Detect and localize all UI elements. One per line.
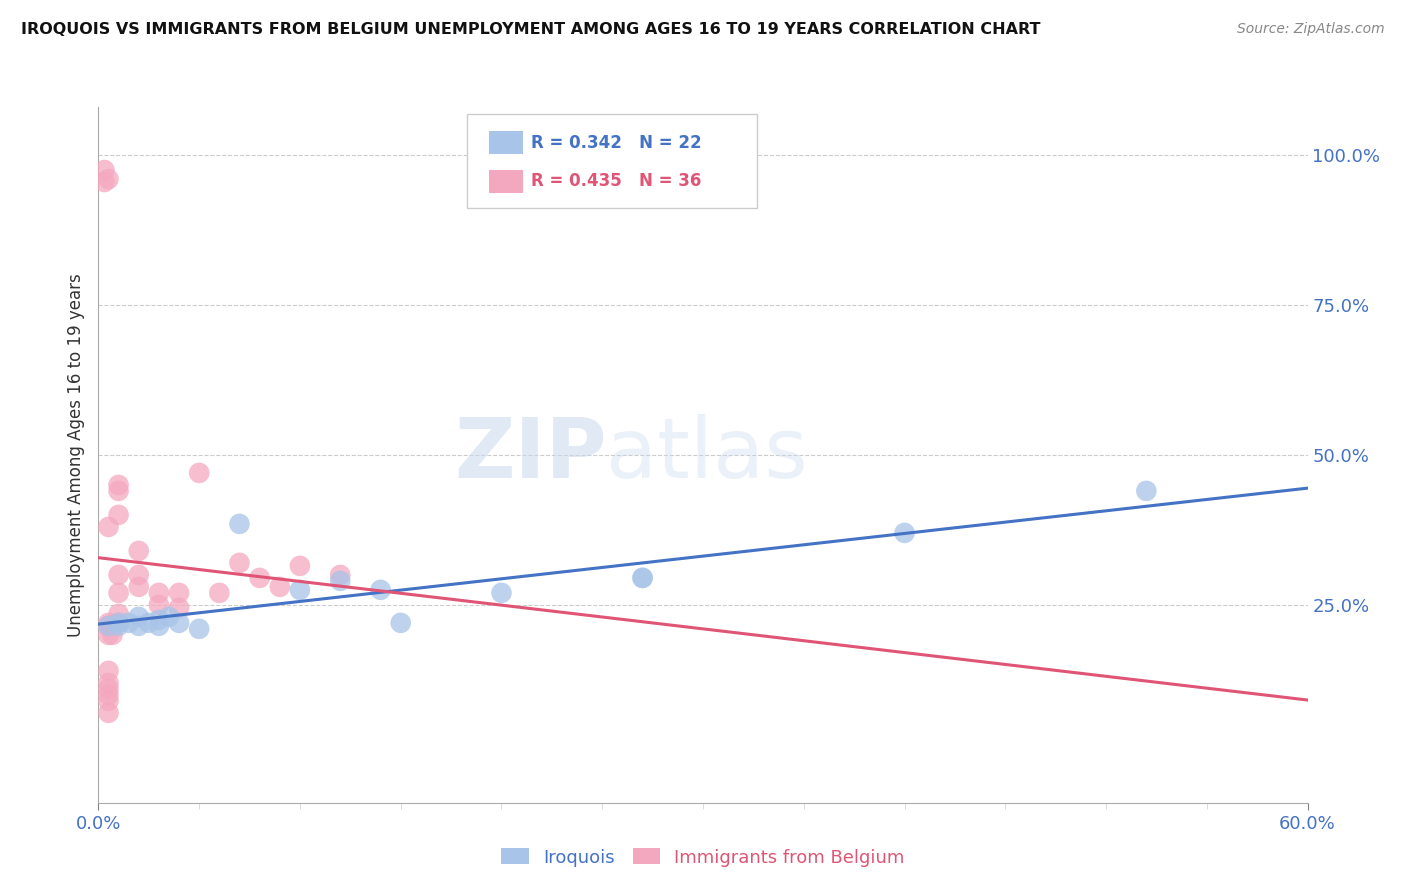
- Point: [93, 163, 115, 178]
- Point: [148, 613, 170, 627]
- Text: R = 0.342   N = 22: R = 0.342 N = 22: [531, 134, 702, 153]
- Point: [107, 478, 129, 492]
- Point: [97, 619, 120, 633]
- Point: [97, 619, 120, 633]
- Text: ZIP: ZIP: [454, 415, 606, 495]
- Bar: [489, 131, 523, 154]
- Legend: Iroquois, Immigrants from Belgium: Iroquois, Immigrants from Belgium: [495, 841, 911, 874]
- Text: R = 0.435   N = 36: R = 0.435 N = 36: [531, 172, 702, 190]
- Point: [97, 706, 120, 720]
- Point: [188, 622, 211, 636]
- Point: [93, 175, 115, 189]
- Point: [128, 610, 150, 624]
- Point: [128, 619, 150, 633]
- Point: [128, 580, 150, 594]
- Point: [228, 516, 250, 531]
- Point: [138, 615, 160, 630]
- Point: [208, 586, 231, 600]
- Point: [167, 615, 190, 630]
- Point: [288, 582, 311, 597]
- Point: [128, 544, 150, 558]
- Point: [157, 610, 180, 624]
- Point: [148, 619, 170, 633]
- Point: [97, 615, 120, 630]
- Point: [167, 586, 190, 600]
- Point: [631, 571, 654, 585]
- Point: [107, 586, 129, 600]
- Point: [167, 600, 190, 615]
- Point: [491, 586, 513, 600]
- Point: [329, 567, 352, 582]
- Point: [148, 598, 170, 612]
- Y-axis label: Unemployment Among Ages 16 to 19 years: Unemployment Among Ages 16 to 19 years: [66, 273, 84, 637]
- Point: [249, 571, 271, 585]
- Point: [107, 567, 129, 582]
- Point: [97, 628, 120, 642]
- Point: [97, 619, 120, 633]
- Point: [188, 466, 211, 480]
- Text: atlas: atlas: [606, 415, 808, 495]
- Point: [893, 525, 915, 540]
- Point: [107, 508, 129, 522]
- Point: [97, 520, 120, 534]
- Point: [148, 586, 170, 600]
- Text: Source: ZipAtlas.com: Source: ZipAtlas.com: [1237, 22, 1385, 37]
- Point: [107, 615, 129, 630]
- Text: IROQUOIS VS IMMIGRANTS FROM BELGIUM UNEMPLOYMENT AMONG AGES 16 TO 19 YEARS CORRE: IROQUOIS VS IMMIGRANTS FROM BELGIUM UNEM…: [21, 22, 1040, 37]
- Point: [118, 615, 141, 630]
- Point: [389, 615, 412, 630]
- FancyBboxPatch shape: [467, 114, 758, 208]
- Point: [97, 172, 120, 186]
- Point: [107, 483, 129, 498]
- Point: [97, 688, 120, 702]
- Point: [97, 664, 120, 678]
- Point: [101, 628, 124, 642]
- Point: [97, 694, 120, 708]
- Point: [97, 681, 120, 696]
- Point: [329, 574, 352, 588]
- Point: [97, 676, 120, 690]
- Point: [1135, 483, 1157, 498]
- Point: [631, 571, 654, 585]
- Point: [228, 556, 250, 570]
- Point: [128, 567, 150, 582]
- Point: [269, 580, 291, 594]
- Point: [107, 615, 129, 630]
- Point: [370, 582, 392, 597]
- Bar: [489, 169, 523, 193]
- Point: [288, 558, 311, 573]
- Point: [107, 619, 129, 633]
- Point: [107, 607, 129, 621]
